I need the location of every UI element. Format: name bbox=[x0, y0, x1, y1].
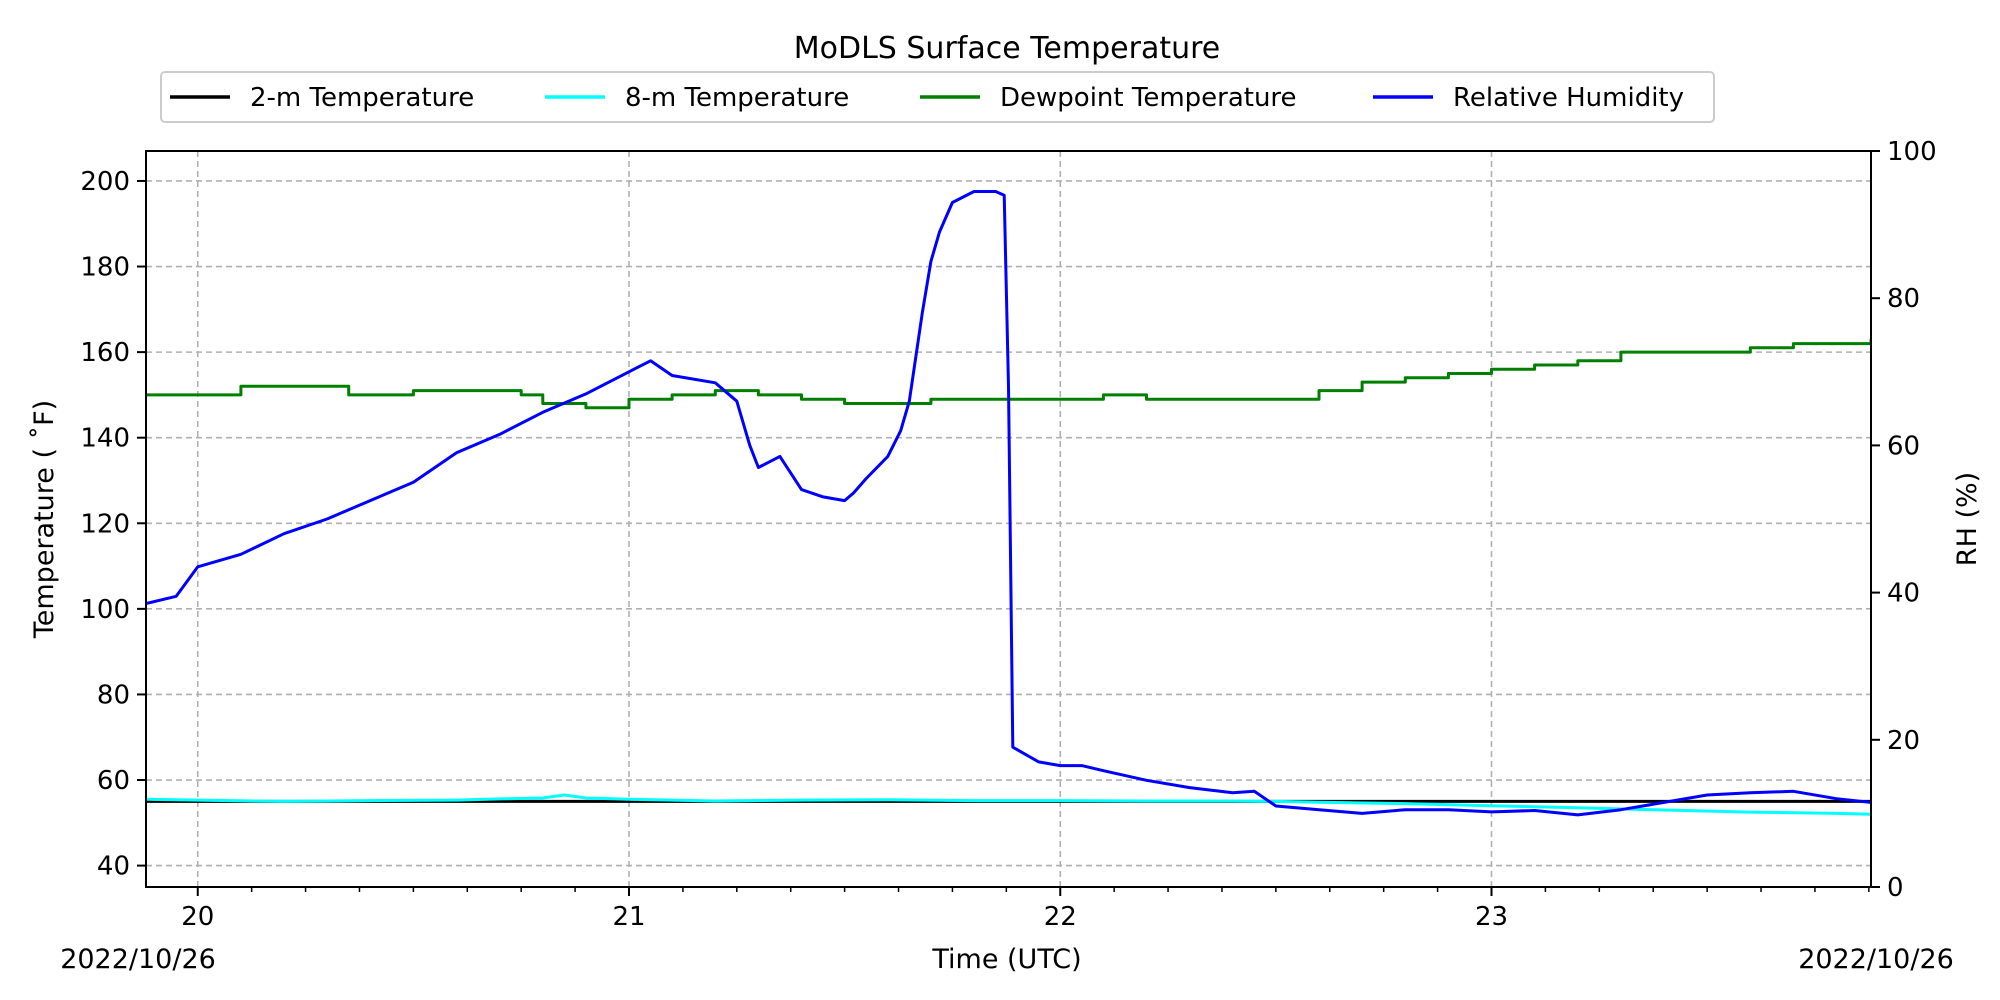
y-left-tick-label: 160 bbox=[80, 338, 130, 368]
legend-label-dewpoint-temperature: Dewpoint Temperature bbox=[1000, 83, 1297, 113]
date-label-right: 2022/10/26 bbox=[1798, 944, 1954, 975]
y-right-tick-label: 20 bbox=[1887, 726, 1920, 756]
x-tick-label: 21 bbox=[612, 902, 645, 932]
legend-label-2-m-temperature: 2-m Temperature bbox=[250, 83, 474, 113]
x-axis-label: Time (UTC) bbox=[931, 944, 1081, 975]
x-tick-label: 23 bbox=[1475, 902, 1508, 932]
plot-frame bbox=[145, 150, 1872, 888]
y-right-tick-label: 0 bbox=[1887, 873, 1904, 903]
chart-title: MoDLS Surface Temperature bbox=[794, 31, 1221, 66]
y-left-tick-label: 40 bbox=[97, 852, 130, 882]
y-left-tick-label: 60 bbox=[97, 766, 130, 796]
y-right-tick-label: 40 bbox=[1887, 579, 1920, 609]
y-axis-left-label: Temperature ( ˚F) bbox=[29, 400, 60, 639]
series-layer bbox=[146, 190, 1871, 817]
y-axis-right-label: RH (%) bbox=[1952, 472, 1983, 566]
y-left-tick-label: 200 bbox=[80, 167, 130, 197]
legend-label-relative-humidity: Relative Humidity bbox=[1453, 83, 1684, 113]
y-left-tick-label: 180 bbox=[80, 253, 130, 283]
x-tick-label: 20 bbox=[181, 902, 214, 932]
y-right-tick-label: 60 bbox=[1887, 431, 1920, 461]
y-left-tick-label: 140 bbox=[80, 424, 130, 454]
y-right-tick-label: 100 bbox=[1887, 137, 1937, 167]
x-tick-label: 22 bbox=[1044, 902, 1077, 932]
legend: 2-m Temperature 8-m Temperature Dewpoint T… bbox=[160, 71, 1715, 123]
legend-label-8-m-temperature: 8-m Temperature bbox=[625, 83, 849, 113]
axes: 20 21 22 23 40 60 80 100 120 140 160 180 200 0 20 40 60 8… bbox=[80, 137, 1936, 932]
y-left-tick-label: 80 bbox=[97, 680, 130, 710]
series-line-8-m-temperature bbox=[146, 793, 1871, 816]
y-right-tick-label: 80 bbox=[1887, 284, 1920, 314]
series-line-dewpoint-temperature bbox=[146, 339, 1871, 410]
y-left-tick-label: 120 bbox=[80, 509, 130, 539]
date-label-left: 2022/10/26 bbox=[60, 944, 216, 975]
series-line-relative-humidity bbox=[146, 190, 1871, 817]
y-left-tick-label: 100 bbox=[80, 595, 130, 625]
